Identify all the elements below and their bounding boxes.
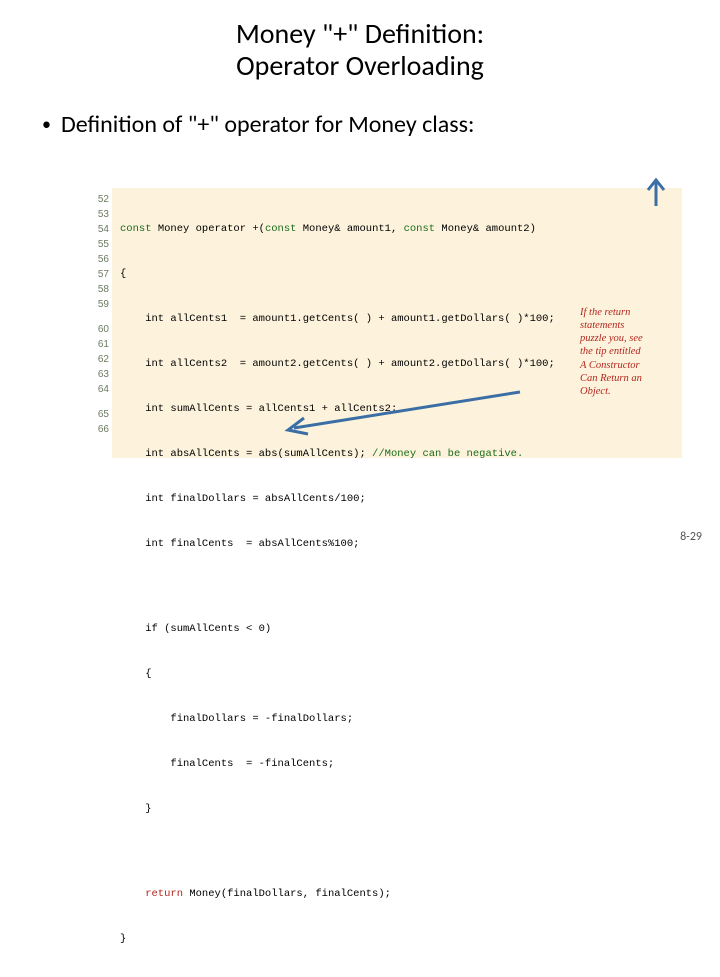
line-number: 54 bbox=[90, 222, 112, 237]
title-line2: Operator Overloading bbox=[236, 48, 484, 83]
code-text: { bbox=[120, 268, 126, 280]
code-text: Money& amount1, bbox=[296, 223, 403, 235]
annot-line: the tip entitled bbox=[580, 346, 641, 357]
arrow-icon bbox=[282, 390, 522, 436]
kw-const: const bbox=[265, 223, 297, 235]
line-number: 53 bbox=[90, 207, 112, 222]
annot-line: Can Return an bbox=[580, 373, 642, 384]
annot-line: statements bbox=[580, 320, 624, 331]
line-number: 60 bbox=[90, 322, 112, 337]
code-lines: const Money operator +(const Money& amou… bbox=[120, 192, 555, 977]
line-number: 61 bbox=[90, 337, 112, 352]
annot-line: A Constructor bbox=[580, 360, 640, 371]
slide-title: Money "+" Definition: Operator Overloadi… bbox=[0, 18, 720, 82]
code-text: Money operator +( bbox=[152, 223, 265, 235]
line-number: 58 bbox=[90, 282, 112, 297]
code-text: } bbox=[120, 933, 126, 945]
line-number: 52 bbox=[90, 192, 112, 207]
code-text: finalDollars = -finalDollars; bbox=[120, 713, 353, 725]
line-number: 55 bbox=[90, 237, 112, 252]
line-number: 63 bbox=[90, 367, 112, 382]
code-block: const Money operator +(const Money& amou… bbox=[112, 188, 682, 458]
code-text: int allCents1 = amount1.getCents( ) + am… bbox=[120, 313, 555, 325]
code-comment: //Money can be negative. bbox=[372, 448, 523, 460]
code-text: int allCents2 = amount2.getCents( ) + am… bbox=[120, 358, 555, 370]
annot-line: If the return bbox=[580, 307, 630, 318]
code-text: } bbox=[120, 803, 152, 815]
line-number: 65 bbox=[90, 407, 112, 422]
bullet-dot: • bbox=[42, 113, 51, 135]
annot-line: Object. bbox=[580, 386, 611, 397]
line-number: 66 bbox=[90, 422, 112, 437]
annotation-note: If the return statements puzzle you, see… bbox=[580, 306, 672, 398]
line-number: 64 bbox=[90, 382, 112, 397]
line-number: 57 bbox=[90, 267, 112, 282]
kw-const: const bbox=[120, 223, 152, 235]
line-number: 62 bbox=[90, 352, 112, 367]
line-number-gutter: 5253545556575859 6061626364 6566 bbox=[90, 188, 112, 458]
line-number: 59 bbox=[90, 297, 112, 312]
kw-const: const bbox=[404, 223, 436, 235]
code-text: if (sumAllCents < 0) bbox=[120, 623, 271, 635]
code-text: int absAllCents = abs(sumAllCents); bbox=[120, 448, 372, 460]
code-text: finalCents = -finalCents; bbox=[120, 758, 334, 770]
code-text: { bbox=[120, 668, 152, 680]
line-number: 56 bbox=[90, 252, 112, 267]
bullet-text: Definition of "+" operator for Money cla… bbox=[61, 110, 475, 139]
page-number: 8-29 bbox=[680, 530, 702, 544]
bullet-item: • Definition of "+" operator for Money cl… bbox=[42, 110, 720, 139]
code-text: Money(finalDollars, finalCents); bbox=[183, 888, 391, 900]
title-line1: Money "+" Definition: bbox=[236, 16, 484, 51]
code-text: int finalDollars = absAllCents/100; bbox=[120, 493, 366, 505]
annot-line: puzzle you, see bbox=[580, 333, 643, 344]
kw-return: return bbox=[120, 888, 183, 900]
code-text: Money& amount2) bbox=[435, 223, 536, 235]
arrow-icon bbox=[644, 176, 668, 206]
